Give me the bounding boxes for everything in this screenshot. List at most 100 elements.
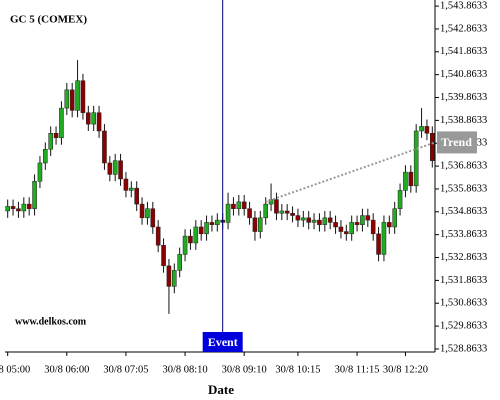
- candle-body: [349, 222, 354, 235]
- candle-body: [376, 233, 381, 255]
- candle-body: [413, 130, 419, 187]
- candle-body: [327, 217, 333, 223]
- candle-body: [96, 112, 102, 132]
- candle-body: [381, 222, 387, 255]
- candle-body: [123, 178, 129, 191]
- candle-body: [139, 203, 145, 219]
- x-tick-label: 30/8 12:20: [383, 364, 428, 375]
- x-tick-label: 30/8 05:00: [0, 364, 30, 375]
- candle-body: [252, 217, 258, 232]
- x-tick-label: 30/8 10:15: [275, 364, 320, 375]
- candle-body: [112, 160, 118, 175]
- candle-body: [306, 217, 311, 223]
- candle-body: [311, 219, 317, 223]
- candle-body: [102, 130, 107, 164]
- candle-body: [26, 203, 32, 209]
- candle-body: [397, 190, 403, 209]
- candle-body: [365, 215, 371, 221]
- x-tick-label: 30/8 11:15: [335, 364, 380, 375]
- candle-body: [86, 112, 91, 125]
- candle-body: [430, 133, 435, 161]
- y-tick-label: 1,530.8633: [440, 298, 487, 309]
- candle-body: [134, 187, 139, 205]
- y-tick-label: 1,539.8633: [440, 92, 487, 103]
- candle-body: [91, 112, 96, 125]
- candle-body: [360, 215, 365, 225]
- candle-body: [317, 219, 322, 225]
- candle-body: [387, 222, 392, 228]
- candle-body: [301, 217, 306, 221]
- trend-label: Trend: [441, 135, 472, 149]
- x-tick-label: 30/8 07:05: [103, 364, 148, 375]
- candle-body: [16, 208, 21, 212]
- candle-body: [408, 171, 414, 187]
- candle-body: [333, 222, 338, 228]
- candle-body: [290, 213, 295, 216]
- candle-body: [69, 89, 75, 111]
- candle-body: [43, 149, 48, 164]
- y-tick-label: 1,529.8633: [440, 321, 487, 332]
- chart-title: GC 5 (COMEX): [10, 14, 87, 26]
- event-box: [202, 332, 243, 352]
- candle-body: [150, 208, 156, 228]
- watermark: www.delkos.com: [15, 316, 87, 327]
- y-tick-label: 1,536.8633: [440, 161, 487, 172]
- candle-body: [215, 219, 220, 225]
- candle-body: [193, 226, 199, 244]
- candle-body: [107, 162, 113, 175]
- candle-body: [231, 203, 236, 209]
- candle-body: [118, 160, 123, 180]
- y-tick-label: 1,534.8633: [440, 206, 487, 217]
- candle-body: [75, 80, 80, 111]
- candle-body: [37, 162, 43, 182]
- candle-body: [247, 208, 252, 219]
- candle-body: [172, 270, 177, 287]
- y-tick-label: 1,543.8633: [440, 1, 487, 12]
- candle-body: [263, 203, 268, 219]
- candle-body: [155, 226, 161, 246]
- x-axis-label: Date: [208, 382, 234, 397]
- candle-body: [274, 199, 279, 214]
- candle-body: [424, 126, 430, 134]
- candle-body: [48, 133, 53, 150]
- x-tick-label: 30/8 09:10: [222, 364, 267, 375]
- candle-body: [161, 245, 166, 267]
- trend-line: [265, 141, 436, 203]
- candle-body: [236, 201, 242, 209]
- candle-body: [204, 222, 209, 235]
- y-tick-label: 1,538.8633: [440, 115, 487, 126]
- candle-body: [338, 226, 344, 232]
- y-tick-label: 1,535.8633: [440, 183, 487, 194]
- candle-body: [80, 80, 86, 113]
- candle-body: [53, 133, 59, 139]
- candle-body: [59, 107, 64, 139]
- y-tick-label: 1,528.8633: [440, 343, 487, 354]
- candle-body: [370, 219, 376, 235]
- y-tick-label: 1,533.8633: [440, 229, 487, 240]
- candle-body: [344, 231, 349, 235]
- candle-body: [145, 208, 150, 219]
- candle-body: [284, 210, 290, 214]
- candle-body: [354, 222, 360, 225]
- candle-body: [166, 265, 172, 287]
- candle-body: [5, 206, 10, 212]
- candle-body: [279, 210, 285, 214]
- candle-body: [182, 235, 188, 255]
- candle-body: [295, 215, 301, 221]
- candle-body: [64, 89, 70, 109]
- y-tick-label: 1,531.8633: [440, 275, 487, 286]
- trend-box: [437, 131, 477, 154]
- x-tick-label: 30/8 08:10: [162, 364, 207, 375]
- candle-body: [419, 126, 424, 132]
- candle-body: [188, 235, 193, 244]
- candle-body: [209, 222, 215, 225]
- y-tick-label: 1,540.8633: [440, 69, 487, 80]
- y-tick-label: 1,541.8633: [440, 46, 487, 57]
- candle-body: [177, 254, 182, 271]
- candle-body: [10, 206, 16, 209]
- candle-body: [392, 208, 397, 228]
- candle-body: [198, 226, 204, 235]
- candle-body: [403, 171, 408, 191]
